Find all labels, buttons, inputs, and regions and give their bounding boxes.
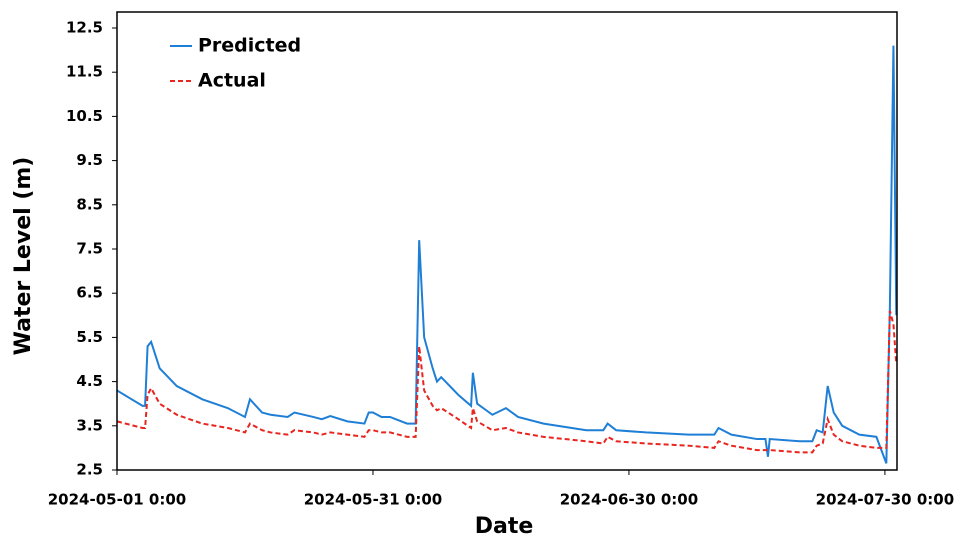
x-tick-label: 2024-05-01 0:00 (48, 491, 186, 509)
plot-frame (116, 11, 898, 471)
y-tick-label: 5.5 (76, 328, 103, 346)
x-tick-label: 2024-05-31 0:00 (304, 491, 442, 509)
y-tick-label: 7.5 (76, 240, 103, 258)
data-line (116, 310, 898, 454)
y-tick-label: 6.5 (76, 284, 103, 302)
y-axis-label: Water Level (m) (11, 157, 36, 356)
y-tick-label: 11.5 (66, 63, 103, 81)
x-tick-label: 2024-07-30 0:00 (816, 491, 954, 509)
y-tick-label: 2.5 (76, 461, 103, 479)
y-tick-label: 12.5 (66, 19, 103, 37)
y-tick-label: 9.5 (76, 151, 103, 169)
legend-label: Predicted (198, 35, 301, 57)
y-tick-label: 8.5 (76, 195, 103, 213)
data-line (116, 45, 898, 464)
x-tick-label: 2024-06-30 0:00 (560, 491, 698, 509)
legend-label: Actual (198, 70, 266, 92)
y-tick-label: 10.5 (66, 107, 103, 125)
y-tick-label: 4.5 (76, 372, 103, 390)
x-axis-label: Date (475, 514, 534, 539)
y-tick-label: 3.5 (76, 416, 103, 434)
